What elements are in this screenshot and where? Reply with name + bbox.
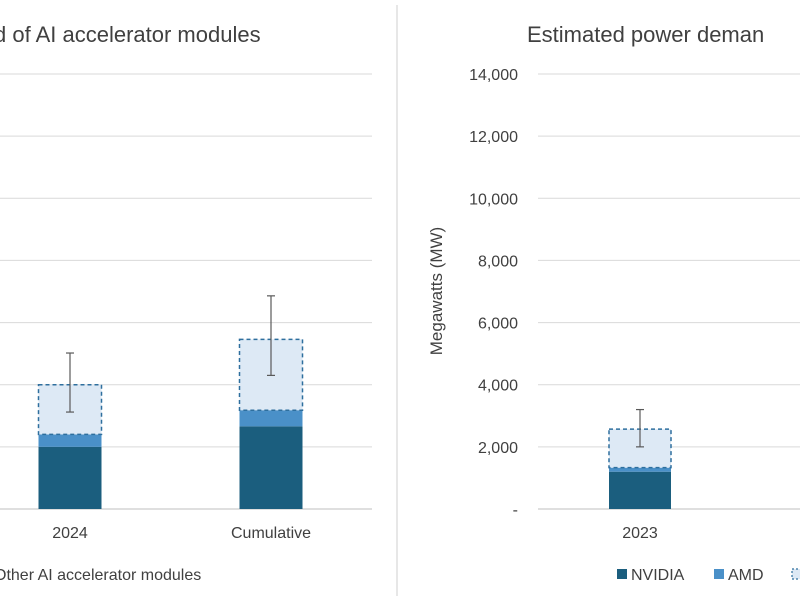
right-bar-nvidia-2023	[609, 471, 671, 509]
right-y-axis-title: Megawatts (MW)	[427, 227, 446, 355]
right-bar-amd-2023	[609, 467, 671, 472]
right-y-tick-label: -	[513, 502, 518, 519]
legend-amd-swatch	[714, 569, 724, 579]
left-error-bars	[66, 295, 275, 413]
right-y-tick-labels: - 2,000 4,000 6,000 8,000 10,000 12,000 14,000	[469, 67, 518, 519]
right-y-tick-label: 10,000	[469, 191, 518, 208]
left-error-bar-cumulative	[267, 295, 275, 376]
right-y-tick-label: 14,000	[469, 67, 518, 84]
left-category-label-2024: 2024	[52, 525, 88, 542]
right-category-label-2023: 2023	[622, 525, 658, 542]
right-chart-title: Estimated power deman	[527, 22, 764, 47]
left-error-bar-2024	[66, 352, 74, 413]
legend-other-swatch	[791, 568, 800, 580]
right-y-tick-label: 6,000	[478, 316, 518, 333]
legend-amd-label: AMD	[728, 567, 764, 584]
right-y-tick-label: 8,000	[478, 253, 518, 270]
left-chart-title: d of AI accelerator modules	[0, 22, 261, 47]
right-y-tick-label: 4,000	[478, 378, 518, 395]
left-bar-nvidia-cumulative	[239, 426, 303, 509]
right-error-bar-2023	[636, 408, 644, 448]
left-bar-nvidia-2024	[38, 446, 102, 509]
left-bars	[37, 338, 304, 509]
left-bar-amd-cumulative	[239, 410, 303, 427]
left-legend-other-label: Other AI accelerator modules	[0, 567, 201, 584]
right-chart-panel: Estimated power deman Megawatts (MW) - 2,…	[427, 22, 800, 584]
right-y-tick-label: 12,000	[469, 129, 518, 146]
right-y-tick-label: 2,000	[478, 440, 518, 457]
right-error-bars	[636, 408, 644, 448]
left-chart-panel: d of AI accelerator modules 2024 Cumulat…	[0, 22, 372, 584]
left-bar-amd-2024	[38, 434, 102, 447]
legend-nvidia-label: NVIDIA	[631, 567, 685, 584]
legend-nvidia-swatch	[617, 569, 627, 579]
left-category-label-cumulative: Cumulative	[231, 525, 311, 542]
